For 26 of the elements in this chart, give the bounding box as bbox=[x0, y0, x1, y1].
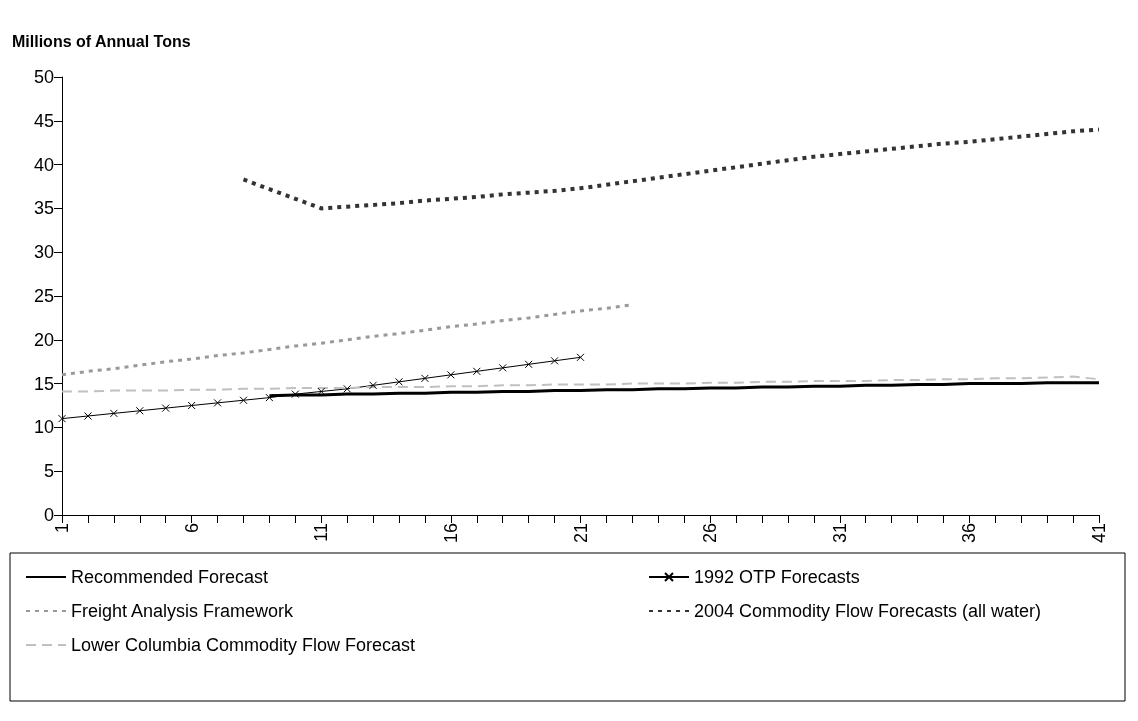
legend-label: Lower Columbia Commodity Flow Forecast bbox=[71, 635, 416, 655]
x-tick-label: 16 bbox=[440, 523, 461, 544]
y-tick-label: 15 bbox=[33, 373, 54, 394]
y-tick-label: 35 bbox=[33, 198, 54, 219]
x-tick-label: 41 bbox=[1089, 523, 1109, 544]
y-tick-label: 50 bbox=[33, 67, 54, 87]
legend-label: 1992 OTP Forecasts bbox=[694, 567, 860, 587]
x-tick-label: 26 bbox=[700, 523, 721, 544]
y-tick-label: 20 bbox=[33, 329, 54, 350]
y-tick-label: 30 bbox=[33, 242, 54, 263]
x-tick-label: 6 bbox=[181, 523, 202, 534]
x-tick-label: 1 bbox=[52, 523, 72, 534]
y-axis-title: Millions of Annual Tons bbox=[12, 32, 191, 50]
x-tick-label: 21 bbox=[570, 523, 591, 544]
y-tick-label: 10 bbox=[33, 417, 54, 438]
x-tick-label: 36 bbox=[959, 523, 980, 544]
y-tick-label: 25 bbox=[33, 286, 54, 306]
legend-label: 2004 Commodity Flow Forecasts (all water) bbox=[694, 601, 1042, 621]
legend-label: Recommended Forecast bbox=[71, 567, 269, 587]
y-tick-label: 0 bbox=[43, 505, 54, 525]
y-tick-label: 5 bbox=[43, 461, 54, 482]
y-tick-label: 45 bbox=[33, 110, 54, 131]
y-tick-label: 40 bbox=[33, 154, 54, 175]
x-tick-label: 31 bbox=[829, 523, 850, 544]
x-tick-label: 11 bbox=[311, 523, 332, 542]
legend-label: Freight Analysis Framework bbox=[71, 601, 295, 621]
